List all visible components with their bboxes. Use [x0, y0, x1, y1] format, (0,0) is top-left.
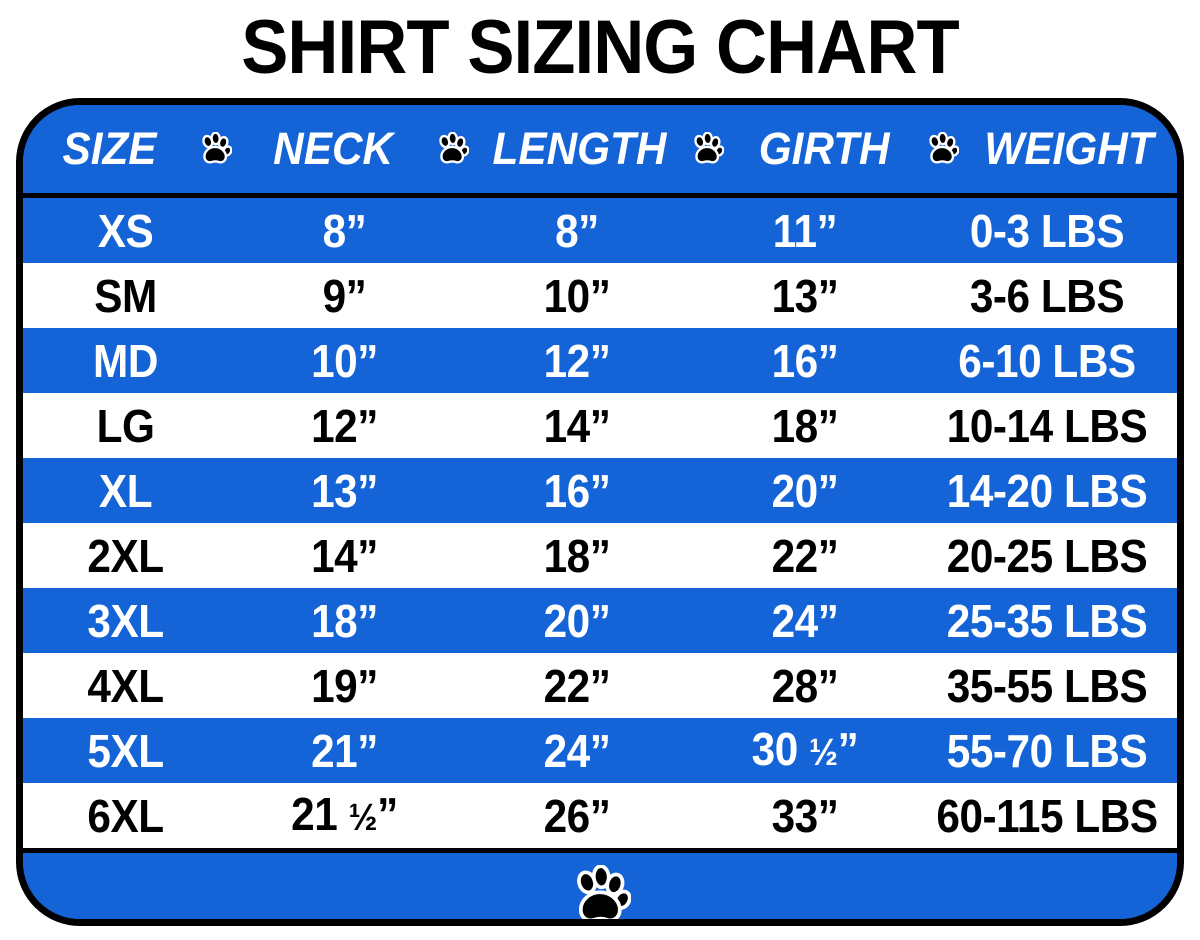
table-row: XS 8” 8” 11” 0-3 LBS: [23, 198, 1177, 263]
table-row: 3XL 18” 20” 24” 25-35 LBS: [23, 588, 1177, 653]
cell-girth: 33”: [771, 789, 839, 842]
cell-length: 18”: [543, 529, 611, 582]
cell-girth: 18”: [771, 399, 839, 452]
table-row: MD 10” 12” 16” 6-10 LBS: [23, 328, 1177, 393]
cell-girth: 11”: [772, 204, 838, 257]
paw-print-icon: [196, 132, 234, 166]
cell-neck: 12”: [311, 399, 378, 452]
cell-length: 24”: [543, 724, 611, 777]
table-footer-bar: [23, 848, 1177, 919]
table-body: XS 8” 8” 11” 0-3 LBS SM 9” 10” 13” 3-6 LBS MD 10” 12…: [23, 198, 1177, 848]
cell-neck: 19”: [311, 659, 378, 712]
cell-length: 12”: [543, 334, 611, 387]
sizing-table-panel: SIZE NECK: [16, 98, 1184, 926]
column-header-girth: GIRTH: [759, 123, 890, 174]
cell-neck: 21 ½”: [291, 788, 398, 840]
cell-girth: 22”: [771, 529, 839, 582]
cell-size: 3XL: [87, 594, 164, 647]
table-row: 5XL 21” 24” 30 ½” 55-70 LBS: [23, 718, 1177, 783]
column-header-weight: WEIGHT: [984, 123, 1154, 174]
cell-weight: 14-20 LBS: [946, 464, 1148, 517]
cell-girth: 24”: [771, 594, 839, 647]
cell-length: 8”: [555, 204, 599, 257]
cell-weight: 35-55 LBS: [946, 659, 1148, 712]
cell-weight: 0-3 LBS: [969, 204, 1125, 257]
cell-length: 10”: [543, 269, 611, 322]
paw-print-icon: [433, 132, 471, 166]
cell-weight: 3-6 LBS: [969, 269, 1125, 322]
cell-length: 20”: [543, 594, 611, 647]
paw-print-icon: [569, 864, 631, 919]
table-row: 2XL 14” 18” 22” 20-25 LBS: [23, 523, 1177, 588]
table-row: XL 13” 16” 20” 14-20 LBS: [23, 458, 1177, 523]
cell-length: 22”: [543, 659, 611, 712]
table-row: 4XL 19” 22” 28” 35-55 LBS: [23, 653, 1177, 718]
paw-print-icon: [923, 132, 961, 166]
page-title: SHIRT SIZING CHART: [241, 5, 959, 90]
cell-weight: 55-70 LBS: [946, 724, 1148, 777]
cell-girth: 30 ½”: [751, 723, 859, 775]
cell-weight: 10-14 LBS: [946, 399, 1148, 452]
cell-size: MD: [93, 334, 158, 387]
table-row: SM 9” 10” 13” 3-6 LBS: [23, 263, 1177, 328]
cell-girth: 16”: [771, 334, 839, 387]
cell-length: 14”: [543, 399, 611, 452]
cell-size: LG: [96, 399, 155, 452]
paw-print-icon: [688, 132, 726, 166]
cell-size: XS: [97, 204, 154, 257]
cell-length: 26”: [543, 789, 611, 842]
cell-neck: 18”: [311, 594, 378, 647]
table-row: LG 12” 14” 18” 10-14 LBS: [23, 393, 1177, 458]
table-header-row: SIZE NECK: [23, 105, 1177, 198]
cell-weight: 6-10 LBS: [958, 334, 1136, 387]
cell-neck: 9”: [322, 269, 367, 322]
cell-neck: 13”: [311, 464, 378, 517]
cell-length: 16”: [543, 464, 611, 517]
cell-neck: 8”: [322, 204, 367, 257]
column-header-size: SIZE: [62, 123, 157, 174]
table-row: 6XL 21 ½” 26” 33” 60-115 LBS: [23, 783, 1177, 848]
cell-neck: 21”: [311, 724, 378, 777]
column-header-neck: NECK: [273, 123, 394, 174]
cell-girth: 20”: [771, 464, 839, 517]
cell-weight: 60-115 LBS: [936, 789, 1158, 842]
cell-size: 6XL: [87, 789, 164, 842]
cell-neck: 10”: [311, 334, 378, 387]
cell-weight: 20-25 LBS: [946, 529, 1148, 582]
cell-weight: 25-35 LBS: [946, 594, 1148, 647]
cell-size: SM: [94, 269, 157, 322]
column-header-length: LENGTH: [492, 123, 667, 174]
cell-neck: 14”: [311, 529, 378, 582]
cell-size: XL: [98, 464, 153, 517]
cell-size: 4XL: [87, 659, 164, 712]
cell-girth: 13”: [771, 269, 839, 322]
cell-girth: 28”: [771, 659, 839, 712]
cell-size: 5XL: [87, 724, 164, 777]
cell-size: 2XL: [87, 529, 164, 582]
